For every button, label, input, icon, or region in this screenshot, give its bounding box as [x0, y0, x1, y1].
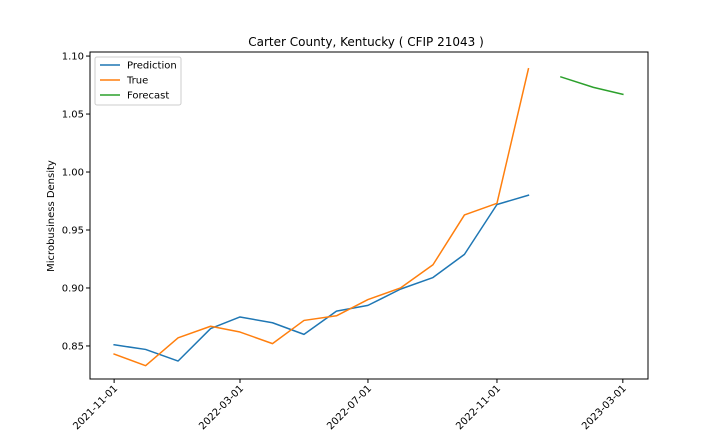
x-axis-ticks: 2021-11-01 2022-03-01 2022-07-01 2022-11-01…: [71, 379, 629, 432]
x-tick-label: 2022-07-01: [325, 383, 374, 432]
plot-frame: [89, 51, 649, 380]
y-tick-label: 1.00: [62, 168, 84, 179]
y-tick-label: 0.85: [62, 341, 84, 352]
x-tick-label: 2022-03-01: [197, 383, 246, 432]
series-layer: [113, 67, 624, 367]
legend-label-prediction: Prediction: [127, 61, 177, 72]
y-tick-label: 1.10: [62, 52, 84, 63]
y-axis-ticks: 0.85 0.90 0.95 1.00 1.05 1.10: [62, 52, 90, 352]
y-tick-label: 0.95: [62, 225, 84, 236]
legend: Prediction True Forecast: [94, 56, 182, 106]
chart-title: Carter County, Kentucky ( CFIP 21043 ): [248, 35, 484, 49]
y-tick-label: 0.90: [62, 283, 84, 294]
y-tick-label: 1.05: [62, 110, 84, 121]
series-line-true: [113, 67, 530, 367]
legend-label-forecast: Forecast: [127, 91, 169, 102]
series-line-prediction: [113, 194, 530, 362]
y-axis-label: Microbusiness Density: [46, 160, 57, 272]
x-tick-label: 2022-11-01: [454, 383, 503, 432]
series-line-forecast: [559, 75, 624, 96]
x-tick-label: 2023-03-01: [580, 383, 629, 432]
plot-area: [89, 51, 649, 380]
x-tick-label: 2021-11-01: [71, 383, 120, 432]
legend-box: [94, 56, 182, 106]
legend-label-true: True: [126, 76, 148, 87]
